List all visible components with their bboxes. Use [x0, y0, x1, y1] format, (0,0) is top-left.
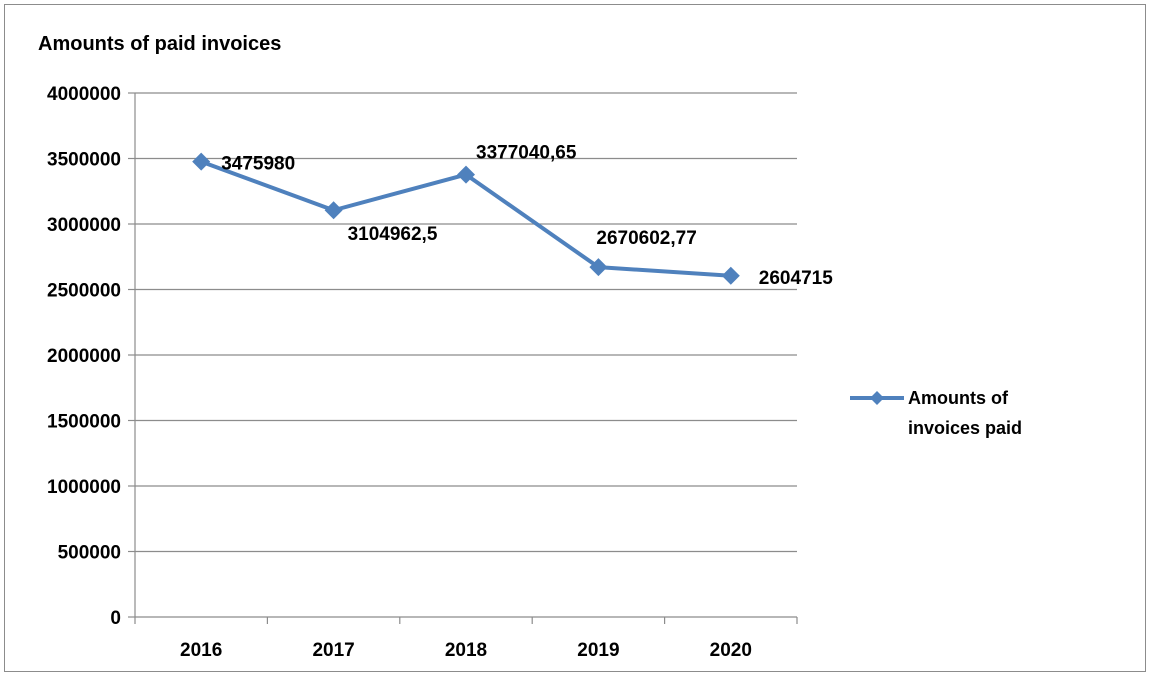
- data-label: 3475980: [221, 154, 295, 175]
- y-tick-label: 0: [110, 608, 121, 629]
- data-labels: 3475980 3104962,5 3377040,65 2670602,77 2604…: [221, 143, 833, 289]
- y-tick-label: 1000000: [47, 477, 121, 498]
- data-point-marker: [589, 258, 608, 277]
- data-point-marker: [457, 165, 475, 184]
- legend: Amounts of invoices paid: [850, 388, 1022, 438]
- y-tick-label: 1500000: [47, 412, 121, 433]
- x-tick-label: 2019: [577, 640, 619, 661]
- y-tick-label: 3500000: [47, 150, 121, 171]
- x-tick-label: 2020: [710, 640, 752, 661]
- data-label: 2670602,77: [596, 228, 696, 249]
- y-tick-label: 2500000: [47, 281, 121, 302]
- data-point-marker: [324, 201, 343, 220]
- legend-label: invoices paid: [908, 418, 1022, 438]
- axes: [128, 92, 798, 624]
- legend-marker: [870, 391, 884, 405]
- x-tick-label: 2016: [180, 640, 222, 661]
- chart-title: Amounts of paid invoices: [38, 33, 281, 55]
- y-tick-label: 500000: [58, 543, 121, 564]
- chart-frame: [4, 4, 1146, 672]
- data-point-marker: [721, 266, 740, 285]
- y-axis-tick-labels: 0 500000 1000000 1500000 2000000 2500000 30000…: [47, 84, 121, 629]
- legend-label: Amounts of: [908, 388, 1009, 408]
- grid-lines: [135, 92, 797, 553]
- data-label: 3104962,5: [348, 224, 438, 245]
- data-point-marker: [192, 152, 211, 171]
- x-tick-label: 2018: [445, 640, 487, 661]
- data-label: 2604715: [759, 268, 833, 289]
- data-label: 3377040,65: [476, 143, 577, 164]
- y-tick-label: 4000000: [47, 84, 121, 105]
- x-axis-tick-labels: 2016 2017 2018 2019 2020: [180, 640, 752, 661]
- series-layer: [192, 152, 740, 285]
- y-tick-label: 2000000: [47, 346, 121, 367]
- x-tick-label: 2017: [312, 640, 354, 661]
- y-tick-label: 3000000: [47, 215, 121, 236]
